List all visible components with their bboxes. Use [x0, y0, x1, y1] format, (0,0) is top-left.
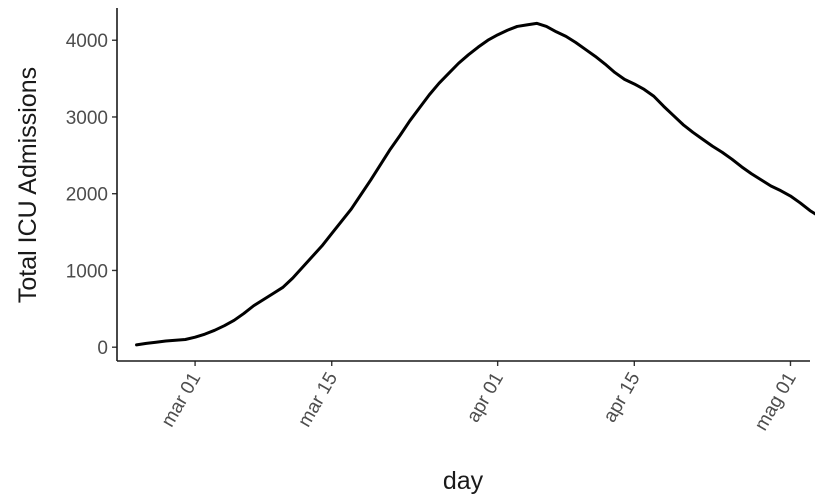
- x-tick-label: apr 15: [600, 369, 645, 426]
- x-tick-label: apr 01: [463, 369, 508, 426]
- x-tick-label: mar 15: [294, 369, 342, 431]
- y-tick-label: 1000: [66, 261, 108, 282]
- x-tick-label: mag 01: [751, 369, 801, 434]
- y-axis-title: Total ICU Admissions: [14, 67, 42, 303]
- x-axis-title: day: [443, 467, 484, 495]
- series-line: [135, 21, 815, 347]
- y-tick-label: 3000: [66, 108, 108, 129]
- y-tick-label: 4000: [66, 31, 108, 52]
- x-tick-label: mar 01: [158, 369, 206, 431]
- y-tick-label: 2000: [66, 185, 108, 206]
- x-axis-ticks: mar 01 mar 15 apr 01 apr 15 mag 01: [158, 361, 801, 434]
- plot-area: [135, 21, 815, 347]
- y-tick-label: 0: [97, 338, 108, 359]
- y-axis-ticks: 0 1000 2000 3000 4000: [66, 31, 117, 359]
